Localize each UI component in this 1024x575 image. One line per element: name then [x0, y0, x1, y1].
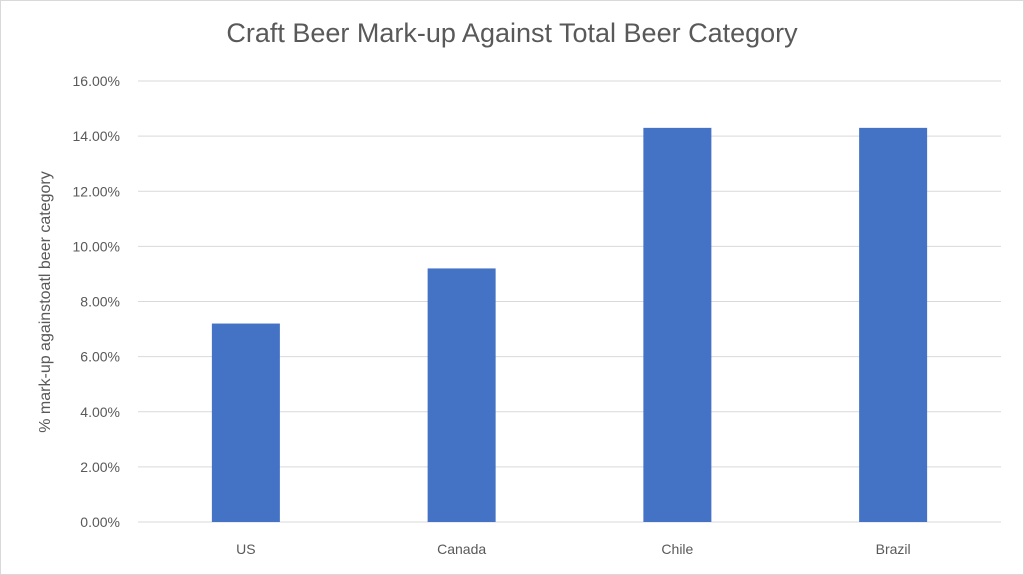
y-tick-label: 2.00%: [80, 459, 120, 475]
y-tick-label: 6.00%: [80, 349, 120, 365]
bar-us: [211, 323, 280, 522]
y-tick-label: 4.00%: [80, 404, 120, 420]
y-tick-label: 14.00%: [73, 128, 120, 144]
y-tick-label: 0.00%: [80, 514, 120, 530]
bar-brazil: [859, 127, 928, 522]
y-tick-label: 16.00%: [73, 73, 120, 89]
chart-title: Craft Beer Mark-up Against Total Beer Ca…: [226, 18, 798, 48]
x-tick-label: Brazil: [876, 541, 911, 557]
gridlines: [138, 80, 1001, 523]
y-tick-label: 10.00%: [73, 238, 120, 254]
x-tick-label: Chile: [661, 541, 693, 557]
bar-canada: [427, 268, 496, 522]
y-tick-label: 12.00%: [73, 183, 120, 199]
bar-chile: [643, 127, 712, 522]
y-tick-label: 8.00%: [80, 294, 120, 310]
y-axis-ticks: 0.00% 2.00% 4.00% 6.00% 8.00% 10.00% 12.00% 14.…: [73, 73, 120, 530]
y-axis-title: % mark-up againstoatl beer category: [37, 171, 54, 432]
bars: [211, 127, 928, 522]
x-tick-label: Canada: [437, 541, 486, 557]
x-axis-ticks: US Canada Chile Brazil: [236, 541, 910, 557]
x-tick-label: US: [236, 541, 255, 557]
